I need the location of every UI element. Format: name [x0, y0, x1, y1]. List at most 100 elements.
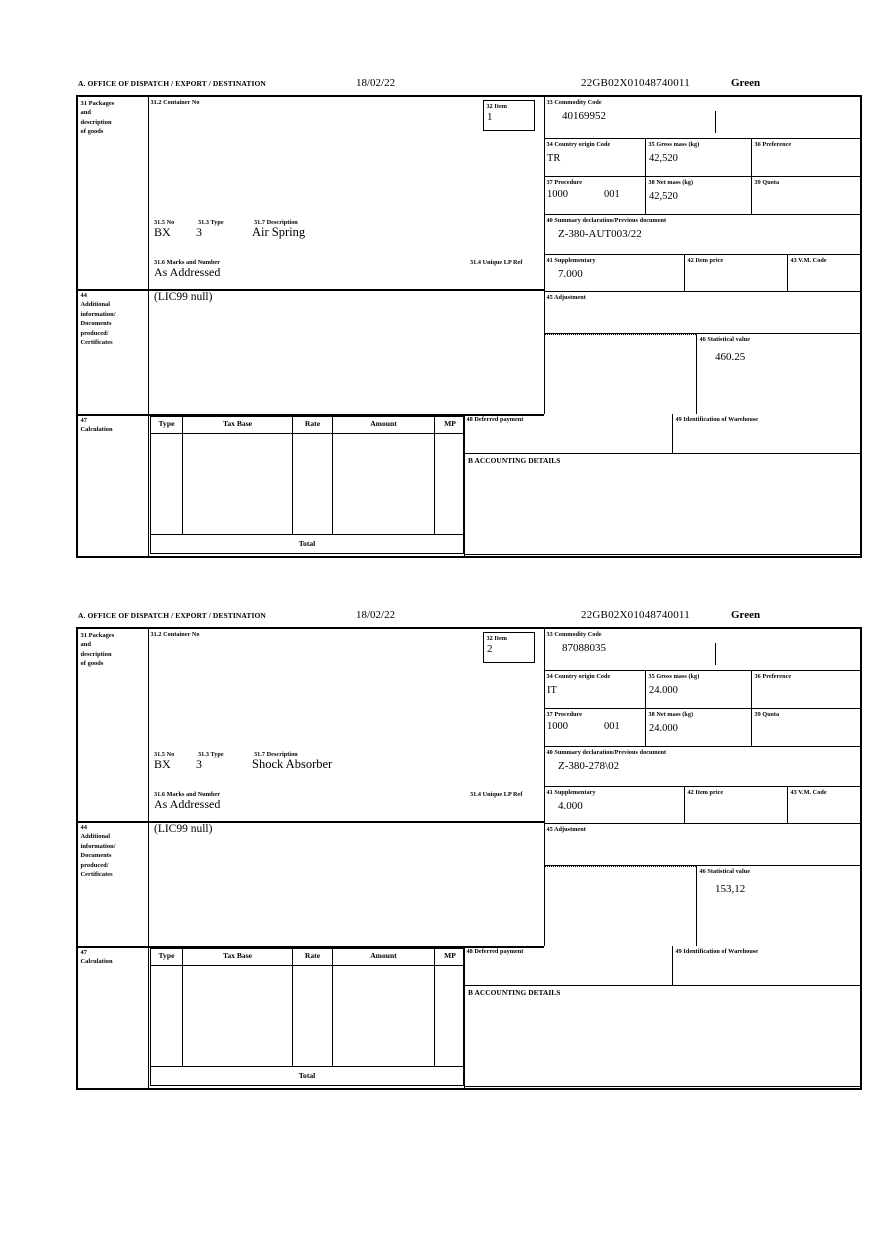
box-31-packages: 31 Packages and description of goods [78, 97, 148, 289]
box-37-value: 1000 [547, 720, 568, 732]
box-31-bottom-rule [148, 821, 544, 823]
box-43-vm-code: 43 V.M. Code [788, 255, 862, 292]
box-47-label: 47 Calculation [80, 416, 113, 434]
box-48-deferred-payment: 48 Deferred payment [464, 946, 673, 986]
spine-divider [148, 629, 149, 1088]
calc-cell-mp [435, 966, 465, 1066]
box-31-label: 31 Packages and description of goods [80, 99, 115, 136]
box-38-value: 24.000 [649, 722, 678, 734]
box-46-dotted-top [544, 334, 696, 335]
box-33-label: 33 Commodity Code [546, 98, 602, 106]
box-34-country-origin: 34 Country origin Code TR [544, 139, 646, 177]
office-of-dispatch-label: A. OFFICE OF DISPATCH / EXPORT / DESTINA… [78, 79, 266, 88]
box-31-3-label: 31.3 Type [198, 750, 224, 758]
box-46-label: 46 Statistical value [699, 867, 750, 875]
box-36-label: 36 Preference [754, 672, 792, 680]
box-31-6-value: As Addressed [154, 265, 221, 279]
box-31-2-container-no: 31.2 Container No [148, 629, 544, 749]
box-35-value: 42,520 [649, 152, 678, 164]
sheet-body: 31 Packages and description of goods 44 … [76, 629, 862, 1090]
box-41-value: 4.000 [558, 799, 583, 812]
box-33-commodity-code: 33 Commodity Code 87088035 [544, 629, 862, 671]
sheet-body: 31 Packages and description of goods 44 … [76, 97, 862, 558]
calc-header-row: Type Tax Base Rate Amount MP [150, 416, 464, 434]
box-44-value: (LIC99 null) [154, 823, 213, 835]
box-40-summary-declaration: 40 Summary declaration/Previous document… [544, 215, 862, 255]
office-of-dispatch-label: A. OFFICE OF DISPATCH / EXPORT / DESTINA… [78, 611, 266, 620]
box-44-bottom-rule [148, 946, 544, 948]
calc-cell-rate [293, 434, 333, 534]
box-34-value: IT [547, 684, 557, 696]
box-b-label: B ACCOUNTING DETAILS [468, 988, 561, 997]
box-34-country-origin: 34 Country origin Code IT [544, 671, 646, 709]
box-36-label: 36 Preference [754, 140, 792, 148]
box-43-label: 43 V.M. Code [790, 256, 827, 264]
calc-cell-rate [293, 966, 333, 1066]
box-36-preference: 36 Preference [752, 139, 862, 177]
sheet-header: A. OFFICE OF DISPATCH / EXPORT / DESTINA… [76, 609, 862, 629]
box-b-label: B ACCOUNTING DETAILS [468, 456, 561, 465]
movement-reference-number: 22GB02X01048740011 [581, 609, 690, 621]
box-31-4-label: 31.4 Unique LP Ref [470, 258, 523, 266]
box-43-vm-code: 43 V.M. Code [788, 787, 862, 824]
box-31-7-label: 31.7 Description [254, 750, 298, 758]
box-35-value: 24.000 [649, 684, 678, 696]
box-35-gross-mass: 35 Gross mass (kg) 42,520 [646, 139, 752, 177]
box-42-label: 42 Item price [687, 788, 724, 796]
box-38-net-mass: 38 Net mass (kg) 42,520 [646, 177, 752, 215]
box-42-item-price: 42 Item price [685, 255, 788, 292]
box-48-label: 48 Deferred payment [466, 415, 524, 423]
spine-rule-44 [78, 289, 148, 291]
calc-col-rate: Rate [293, 417, 333, 433]
box-46-dotted-left [544, 334, 545, 414]
box-36-value [752, 681, 862, 684]
box-44-additional-information: 44 Additional information/ Documents pro… [78, 289, 148, 414]
calc-col-tax-base: Tax Base [183, 417, 293, 433]
calc-total-row: Total [150, 1067, 464, 1086]
box-44-additional-information: 44 Additional information/ Documents pro… [78, 821, 148, 946]
box-45-adjustment: 45 Adjustment [544, 824, 862, 866]
box-40-summary-declaration: 40 Summary declaration/Previous document… [544, 747, 862, 787]
box-48-deferred-payment: 48 Deferred payment [464, 414, 673, 454]
box-46-dotted-top [544, 866, 696, 867]
calc-cell-type [151, 434, 183, 534]
box-46-statistical-value: 46 Statistical value 460.25 [696, 334, 862, 414]
box-38-label: 38 Net mass (kg) [648, 178, 694, 186]
box-46-value: 153,12 [715, 882, 746, 895]
box-37-procedure: 37 Procedure 1000 001 [544, 709, 646, 747]
box-36-value [752, 149, 862, 152]
box-31-7-value: Air Spring [252, 225, 306, 239]
box-44-value: (LIC99 null) [154, 291, 213, 303]
box-31-5-label: 31.5 No [154, 750, 175, 758]
box-34-label: 34 Country origin Code [546, 672, 611, 680]
spine-rule-44 [78, 821, 148, 823]
calc-col-mp: MP [444, 951, 456, 960]
box-31-marks-row: 31.6 Marks and Number 31.4 Unique LP Ref… [154, 257, 554, 285]
calc-cell-tax-base [183, 966, 293, 1066]
box-31-packages: 31 Packages and description of goods [78, 629, 148, 821]
calc-col-amount: Amount [333, 949, 435, 965]
box-32-item: 32 Item 1 [483, 100, 535, 131]
box-38-value: 42,520 [649, 190, 678, 202]
box-31-5-value: BX [154, 757, 171, 771]
box-33-label: 33 Commodity Code [546, 630, 602, 638]
calc-col-type: Type [151, 417, 183, 433]
box-33-inner-tick [715, 643, 716, 665]
box-46-dotted-left [544, 866, 545, 946]
box-33-commodity-code: 33 Commodity Code 40169952 [544, 97, 862, 139]
calc-col-mp: MP [444, 419, 456, 428]
box-37-label: 37 Procedure [546, 178, 583, 186]
calc-cell-amount [333, 434, 435, 534]
calc-cell-type [151, 966, 183, 1066]
box-31-bottom-rule [148, 289, 544, 291]
box-40-label: 40 Summary declaration/Previous document [546, 748, 667, 756]
box-41-supplementary: 41 Supplementary 7.000 [544, 255, 685, 292]
box-31-2-container-no: 31.2 Container No [148, 97, 544, 217]
box-38-net-mass: 38 Net mass (kg) 24.000 [646, 709, 752, 747]
declaration-sheet-1: A. OFFICE OF DISPATCH / EXPORT / DESTINA… [76, 77, 862, 558]
box-31-label: 31 Packages and description of goods [80, 631, 115, 668]
box-31-marks-row: 31.6 Marks and Number 31.4 Unique LP Ref… [154, 789, 554, 817]
box-39-label: 39 Quota [754, 178, 780, 186]
box-46-statistical-value: 46 Statistical value 153,12 [696, 866, 862, 946]
calc-col-tax-base: Tax Base [183, 949, 293, 965]
